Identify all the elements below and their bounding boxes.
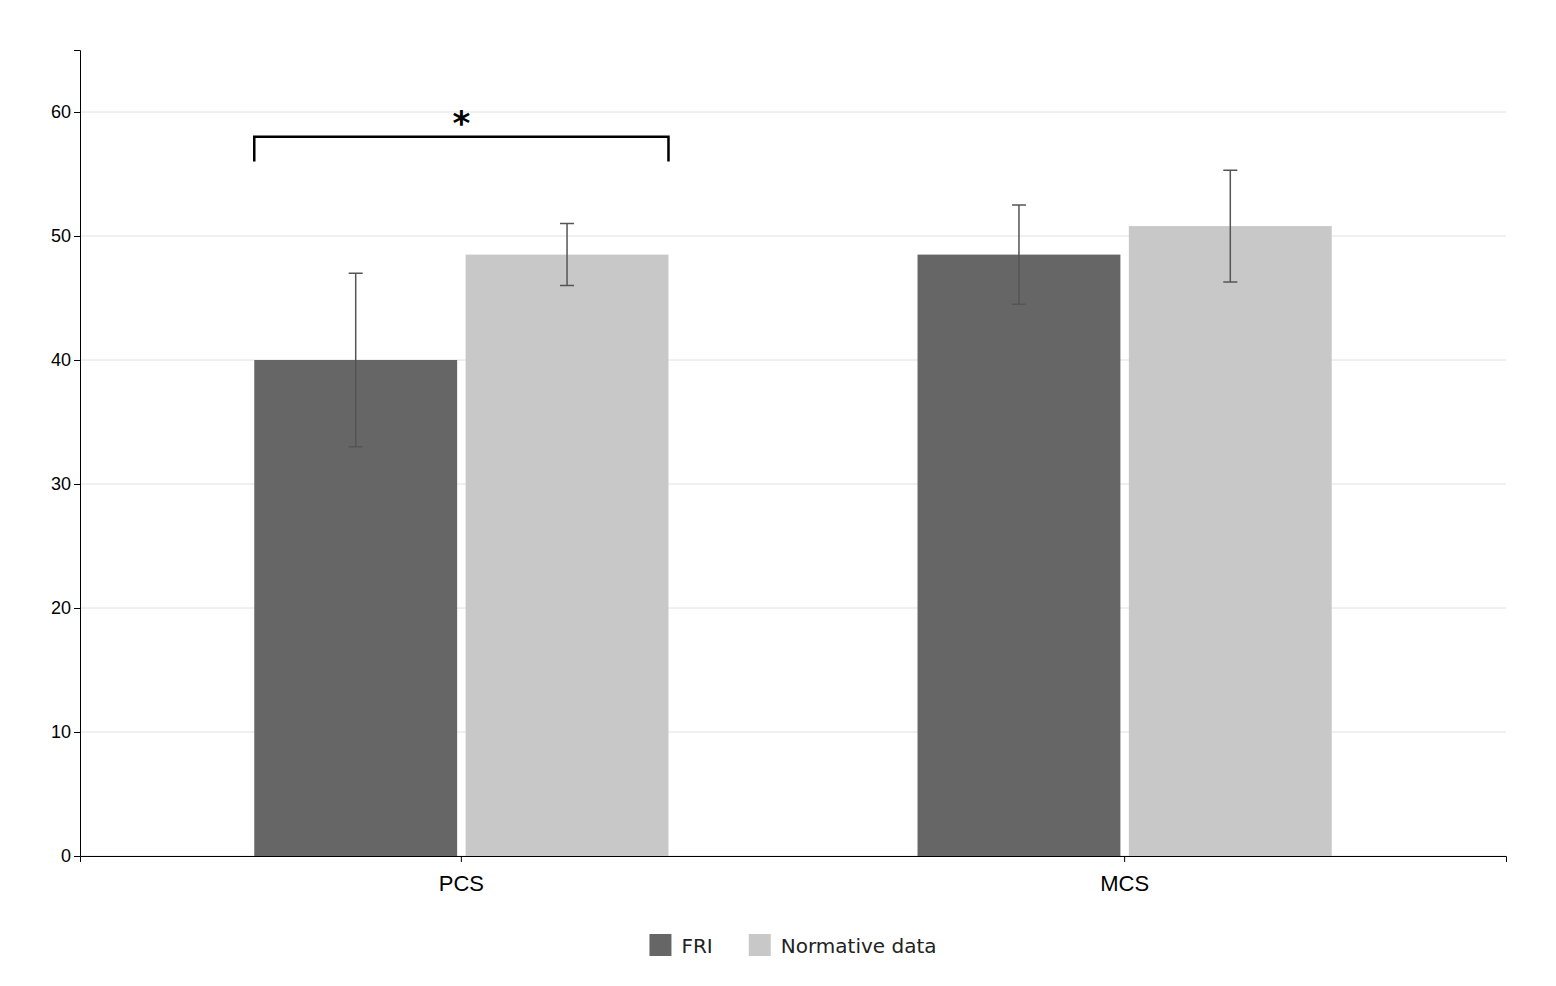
y-tick-mark [74,732,80,733]
grid [80,112,1506,856]
y-tick-label: 40 [51,350,71,370]
y-axis-line [74,51,81,857]
y-tick-mark [74,608,80,609]
legend-swatch [649,934,671,956]
x-tick-label: MCS [1100,871,1149,896]
y-tick-mark [74,484,80,485]
y-tick: 50 [51,226,80,246]
chart: 0 10 20 30 40 50 60 PCS MCS * FRI Normative data [0,0,1556,986]
annotations: * [452,103,470,143]
y-tick: 60 [51,102,80,122]
error-bar [1012,205,1026,304]
bar [466,255,669,856]
x-tick: PCS [439,856,484,896]
legend-item: FRI [649,934,712,958]
x-axis: PCS MCS [81,856,1507,896]
series [254,255,1120,856]
y-tick-mark [74,236,80,237]
y-axis: 0 10 20 30 40 50 60 [51,51,81,867]
bar [918,255,1121,856]
y-tick-mark [74,856,80,857]
y-tick: 10 [51,722,80,742]
x-tick-mark [461,856,462,862]
annotation: * [452,103,470,143]
legend-swatch [749,934,771,956]
plot: 0 10 20 30 40 50 60 PCS MCS * [51,51,1507,897]
marks [254,137,1331,856]
y-tick-label: 60 [51,102,71,122]
y-tick-mark [74,360,80,361]
error-bar [560,224,574,286]
y-tick-label: 10 [51,722,71,742]
error-bar [349,273,363,447]
bar [1129,226,1332,856]
x-tick-label: PCS [439,871,484,896]
x-tick: MCS [1100,856,1149,896]
legend-label: FRI [681,934,712,958]
y-tick: 40 [51,350,80,370]
y-tick: 30 [51,474,80,494]
grid-line [80,112,1506,113]
legend-item: Normative data [749,934,937,958]
y-tick: 20 [51,598,80,618]
y-tick-label: 0 [61,846,71,866]
y-tick-label: 50 [51,226,71,246]
legend-label: Normative data [781,934,937,958]
y-tick: 0 [61,846,80,866]
legend: FRI Normative data [649,934,936,958]
x-axis-line [81,857,1507,863]
y-tick-label: 20 [51,598,71,618]
error-bar [1223,170,1237,282]
y-tick-mark [74,112,80,113]
y-tick-label: 30 [51,474,71,494]
x-tick-mark [1124,856,1125,862]
series [466,226,1332,856]
